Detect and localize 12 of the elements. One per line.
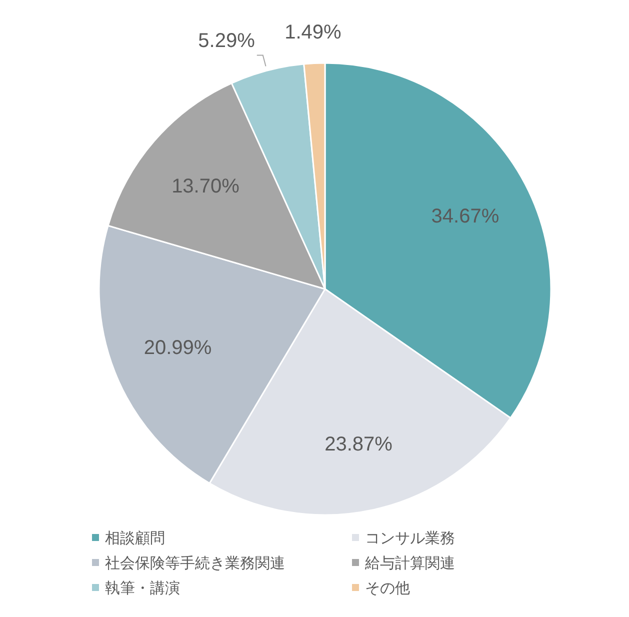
data-label: 5.29% [198,30,256,52]
legend-label: コンサル業務 [365,530,455,547]
data-label: 20.99% [144,336,212,359]
data-label: 23.87% [324,434,393,456]
legend-label: 社会保険等手続き業務関連 [105,555,285,572]
legend-label: 相談顧問 [105,530,165,547]
legend-label: 給与計算関連 [364,555,455,572]
data-label: 13.70% [172,175,240,198]
data-label: 34.67% [431,206,500,228]
legend-label: 執筆・講演 [105,580,180,597]
data-label: 1.49% [284,22,342,44]
legend-label: その他 [365,580,410,597]
